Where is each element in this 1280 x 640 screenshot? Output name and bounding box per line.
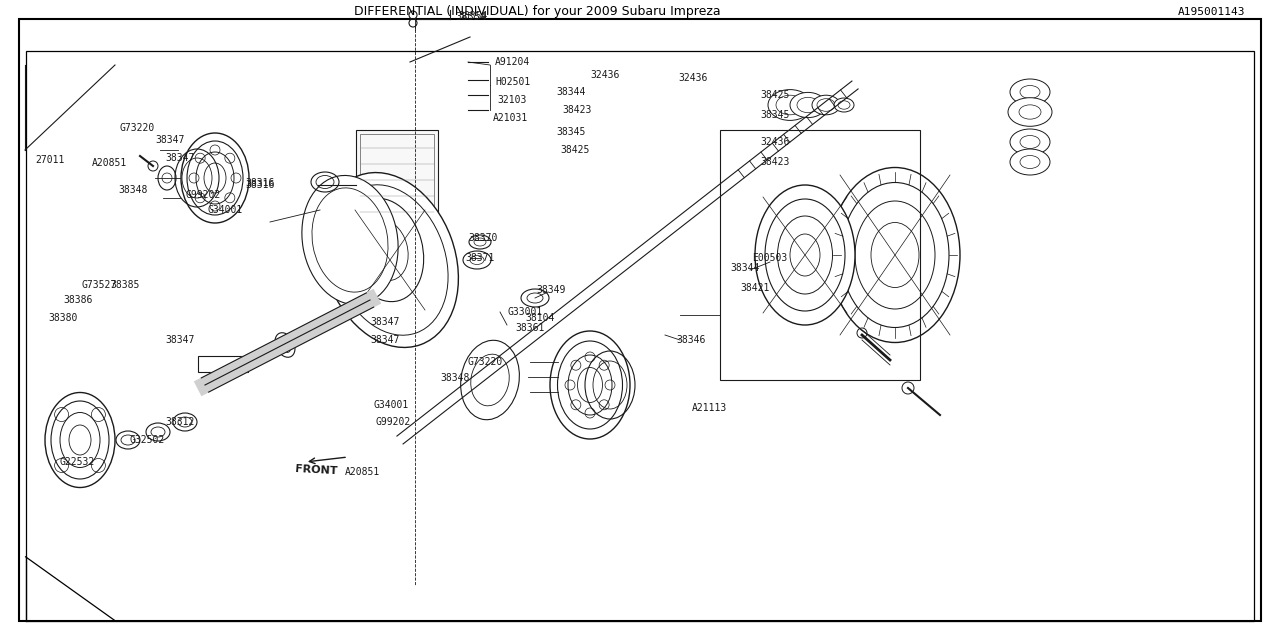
Text: 38104: 38104: [525, 313, 554, 323]
Text: 32436: 32436: [760, 137, 790, 147]
Circle shape: [902, 382, 914, 394]
Ellipse shape: [1009, 98, 1052, 126]
Text: 38386: 38386: [63, 295, 92, 305]
Text: 38421: 38421: [740, 283, 769, 293]
Ellipse shape: [461, 340, 520, 420]
Text: 38347: 38347: [370, 335, 399, 345]
Text: 27011: 27011: [35, 155, 64, 165]
Text: G73527: G73527: [82, 280, 118, 290]
Ellipse shape: [180, 133, 250, 223]
Text: 38349: 38349: [536, 285, 566, 295]
Text: 38423: 38423: [562, 105, 591, 115]
Text: 38425: 38425: [760, 90, 790, 100]
Ellipse shape: [321, 173, 458, 348]
Text: 38348: 38348: [118, 185, 147, 195]
Ellipse shape: [550, 331, 630, 439]
Text: 38347: 38347: [370, 317, 399, 327]
Ellipse shape: [45, 392, 115, 488]
Ellipse shape: [790, 92, 826, 118]
Text: 38380: 38380: [49, 313, 77, 323]
Text: G99202: G99202: [186, 190, 221, 200]
Text: 38344: 38344: [556, 87, 585, 97]
Text: A21113: A21113: [692, 403, 727, 413]
Ellipse shape: [812, 95, 840, 115]
Bar: [198, 356, 248, 372]
Ellipse shape: [755, 185, 855, 325]
Text: 38344: 38344: [730, 263, 759, 273]
Text: G73220: G73220: [120, 123, 155, 133]
Text: E00503: E00503: [753, 253, 787, 263]
Ellipse shape: [1010, 149, 1050, 175]
Ellipse shape: [1010, 79, 1050, 105]
Text: G33001: G33001: [508, 307, 543, 317]
Text: 32436: 32436: [590, 70, 620, 80]
Ellipse shape: [146, 423, 170, 441]
Text: 38370: 38370: [468, 233, 498, 243]
Text: 38347: 38347: [165, 153, 195, 163]
Ellipse shape: [768, 90, 812, 120]
Text: 38316: 38316: [244, 180, 274, 190]
Ellipse shape: [829, 168, 960, 342]
Text: 38312: 38312: [165, 417, 195, 427]
Text: G32502: G32502: [131, 435, 165, 445]
Bar: [719, 130, 920, 380]
Text: 38348: 38348: [440, 373, 470, 383]
Bar: [360, 134, 434, 216]
Bar: [26, 51, 1254, 621]
Bar: [356, 130, 438, 220]
Text: 38345: 38345: [556, 127, 585, 137]
Text: G22532: G22532: [60, 457, 95, 467]
Text: DIFFERENTIAL (INDIVIDUAL) for your 2009 Subaru Impreza: DIFFERENTIAL (INDIVIDUAL) for your 2009 …: [355, 5, 721, 18]
Text: 38347: 38347: [155, 135, 184, 145]
Text: A20851: A20851: [346, 467, 380, 477]
Ellipse shape: [835, 98, 854, 112]
Text: 38316: 38316: [244, 178, 274, 188]
Ellipse shape: [275, 333, 294, 357]
Text: 32436: 32436: [678, 73, 708, 83]
Text: 38361: 38361: [515, 323, 544, 333]
Text: 38385: 38385: [110, 280, 140, 290]
Ellipse shape: [302, 175, 398, 305]
Text: A20851: A20851: [92, 158, 127, 168]
Text: 38346: 38346: [676, 335, 705, 345]
Text: FRONT: FRONT: [294, 464, 338, 476]
Text: 38354: 38354: [454, 12, 486, 22]
Ellipse shape: [116, 431, 140, 449]
Text: 38354: 38354: [458, 11, 488, 21]
Text: 38345: 38345: [760, 110, 790, 120]
Text: 32103: 32103: [497, 95, 526, 105]
Text: A195001143: A195001143: [1178, 6, 1245, 17]
Text: G34001: G34001: [372, 400, 408, 410]
Text: 38423: 38423: [760, 157, 790, 167]
Ellipse shape: [521, 289, 549, 307]
Text: A91204: A91204: [495, 57, 530, 67]
Text: H02501: H02501: [495, 77, 530, 87]
Ellipse shape: [173, 413, 197, 431]
Ellipse shape: [1010, 129, 1050, 155]
Text: 38425: 38425: [561, 145, 589, 155]
Text: G34001: G34001: [207, 205, 243, 215]
Text: 38371: 38371: [465, 253, 494, 263]
Text: 38347: 38347: [165, 335, 195, 345]
Text: G73220: G73220: [467, 357, 502, 367]
Text: G99202: G99202: [376, 417, 411, 427]
Text: A21031: A21031: [493, 113, 529, 123]
